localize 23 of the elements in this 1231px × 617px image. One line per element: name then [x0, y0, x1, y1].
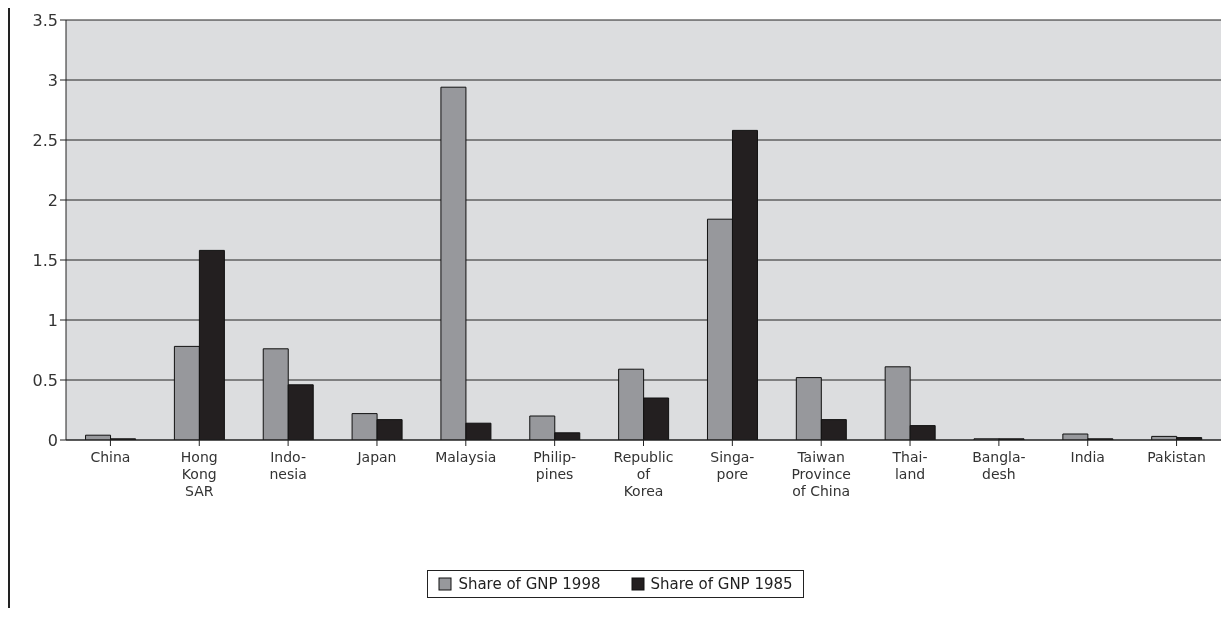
x-tick-label: Bangla- desh [972, 449, 1026, 482]
x-tick-label: Singa- pore [710, 449, 755, 482]
y-tick-label: 2 [47, 190, 58, 210]
y-tick-label: 3.5 [32, 10, 58, 30]
y-tick-label: 1.5 [32, 250, 58, 270]
y-tick-label: 3 [47, 70, 58, 90]
x-tick-label: Pakistan [1147, 449, 1206, 465]
y-tick-label: 0.5 [32, 370, 58, 390]
y-tick-label: 1 [47, 310, 58, 330]
x-tick-label: Japan [356, 449, 397, 465]
x-tick-label: Thai- land [891, 449, 928, 482]
x-tick-label: Taiwan Province of China [791, 449, 851, 499]
y-tick-label: 0 [47, 430, 58, 450]
x-tick-label: Hong Kong SAR [180, 449, 218, 499]
x-tick-label: China [90, 449, 131, 465]
x-tick-label: Republic of Korea [613, 449, 674, 499]
x-tick-label: India [1070, 449, 1105, 465]
y-tick-label: 2.5 [32, 130, 58, 150]
x-tick-label: Indo- nesia [269, 449, 307, 482]
legend-label: Share of GNP 1998 [457, 575, 601, 593]
legend-label: Share of GNP 1985 [649, 575, 793, 593]
x-tick-label: Malaysia [435, 449, 497, 465]
x-tick-label: Philip- pines [533, 449, 577, 482]
